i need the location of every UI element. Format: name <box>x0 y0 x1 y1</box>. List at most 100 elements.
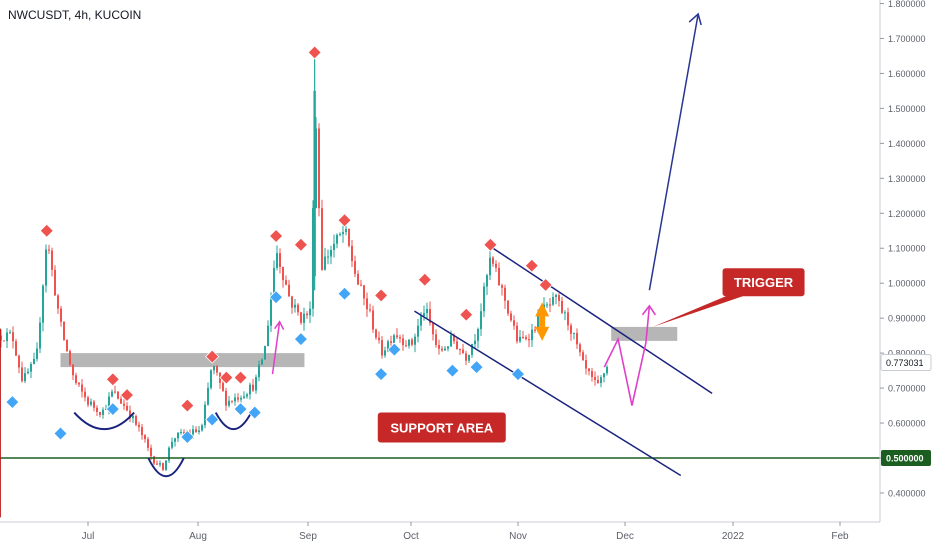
candle-body <box>348 228 350 246</box>
candle-body <box>522 336 524 338</box>
candle-body <box>123 403 125 406</box>
x-tick-label: 2022 <box>722 531 745 542</box>
candle-body <box>276 253 278 268</box>
candle-body <box>501 285 503 288</box>
candle-body <box>180 432 182 434</box>
candle-body <box>462 349 464 354</box>
swing-low-marker <box>247 405 262 420</box>
candle-body <box>102 409 104 415</box>
candle-body <box>564 312 566 314</box>
y-tick-label: 1.300000 <box>888 174 926 184</box>
candle-body <box>507 300 509 314</box>
candle-body <box>510 313 512 321</box>
candle-body <box>327 256 329 258</box>
candle-body <box>150 447 152 457</box>
candle-body <box>42 285 44 323</box>
candle-body <box>132 416 134 419</box>
candle-body <box>546 304 548 306</box>
candle-body <box>423 313 425 316</box>
last-price-tag <box>880 354 932 372</box>
candle-body <box>450 335 452 347</box>
breakout-arrow-head <box>274 320 285 330</box>
candle-body <box>582 352 584 361</box>
candle-body <box>195 429 197 433</box>
swing-low-marker <box>268 290 284 305</box>
target-arrow-head <box>688 12 702 26</box>
trigger-label: TRIGGER <box>734 275 794 290</box>
candle-body <box>567 312 569 326</box>
x-tick-label: Dec <box>616 531 634 542</box>
candle-body <box>390 341 392 343</box>
candle-body <box>411 339 413 345</box>
swing-high-marker <box>180 398 195 413</box>
x-tick-label: Nov <box>509 531 527 542</box>
candle-body <box>168 447 170 461</box>
candle-body <box>156 463 158 465</box>
candle-body <box>198 430 200 433</box>
candle-body <box>525 337 527 340</box>
candle-body <box>321 208 323 270</box>
candle-body <box>318 128 320 209</box>
y-tick-label: 0.900000 <box>888 314 926 324</box>
candle-body <box>579 344 581 353</box>
candle-body <box>270 296 272 326</box>
swing-high-marker <box>483 237 498 252</box>
candle-body <box>492 257 494 264</box>
candle-body <box>600 377 602 384</box>
candle-body <box>192 429 194 435</box>
candle-body <box>420 315 422 326</box>
swing-high-marker <box>307 45 322 60</box>
candle-body <box>345 228 347 233</box>
projection-arrow-head <box>641 304 657 316</box>
y-tick-label: 1.400000 <box>888 139 926 149</box>
swing-low-marker <box>445 363 460 378</box>
candle-body <box>48 249 50 251</box>
candle-body <box>486 275 488 287</box>
candle-body <box>81 384 83 392</box>
candle-body <box>357 273 359 285</box>
channel-upper-line <box>489 245 713 394</box>
candle-body <box>606 366 608 374</box>
candle-body <box>222 382 224 391</box>
candle-body <box>363 285 365 299</box>
candle-body <box>342 232 344 235</box>
candle-body <box>60 308 62 322</box>
y-tick-label: 0.800000 <box>888 349 926 359</box>
candle-body <box>234 397 236 402</box>
swing-high-marker <box>233 370 248 385</box>
candle-body <box>387 341 389 351</box>
candle-body <box>273 267 275 297</box>
candle-body <box>483 286 485 312</box>
swing-low-marker <box>180 429 195 445</box>
candle-body <box>444 348 446 351</box>
swing-high-marker <box>219 370 234 385</box>
candle-body <box>426 309 428 314</box>
candle-body <box>33 358 35 365</box>
candle-body <box>594 377 596 380</box>
candle-body <box>534 329 536 331</box>
y-tick-label: 1.600000 <box>888 69 926 79</box>
x-tick-label: Oct <box>403 531 419 542</box>
orange-signal-marker <box>539 316 546 327</box>
candle-body <box>57 295 59 309</box>
candle-body <box>9 332 11 334</box>
candle-body <box>141 427 143 436</box>
candle-body <box>36 348 38 359</box>
y-tick-label: 1.500000 <box>888 104 926 114</box>
candle-body <box>15 341 17 356</box>
candle-body <box>255 377 257 391</box>
candle-body <box>135 416 137 425</box>
candle-body <box>153 456 155 464</box>
candle-body <box>108 396 110 409</box>
candle-body <box>294 304 296 308</box>
candle-body <box>300 312 302 323</box>
candle-body <box>279 253 281 268</box>
y-tick-label: 0.400000 <box>888 488 926 498</box>
candle-body <box>129 410 131 419</box>
candle-body <box>504 287 506 301</box>
y-tick-label: 1.100000 <box>888 244 926 254</box>
orange-signal-marker <box>535 302 550 317</box>
candle-body <box>333 243 335 251</box>
